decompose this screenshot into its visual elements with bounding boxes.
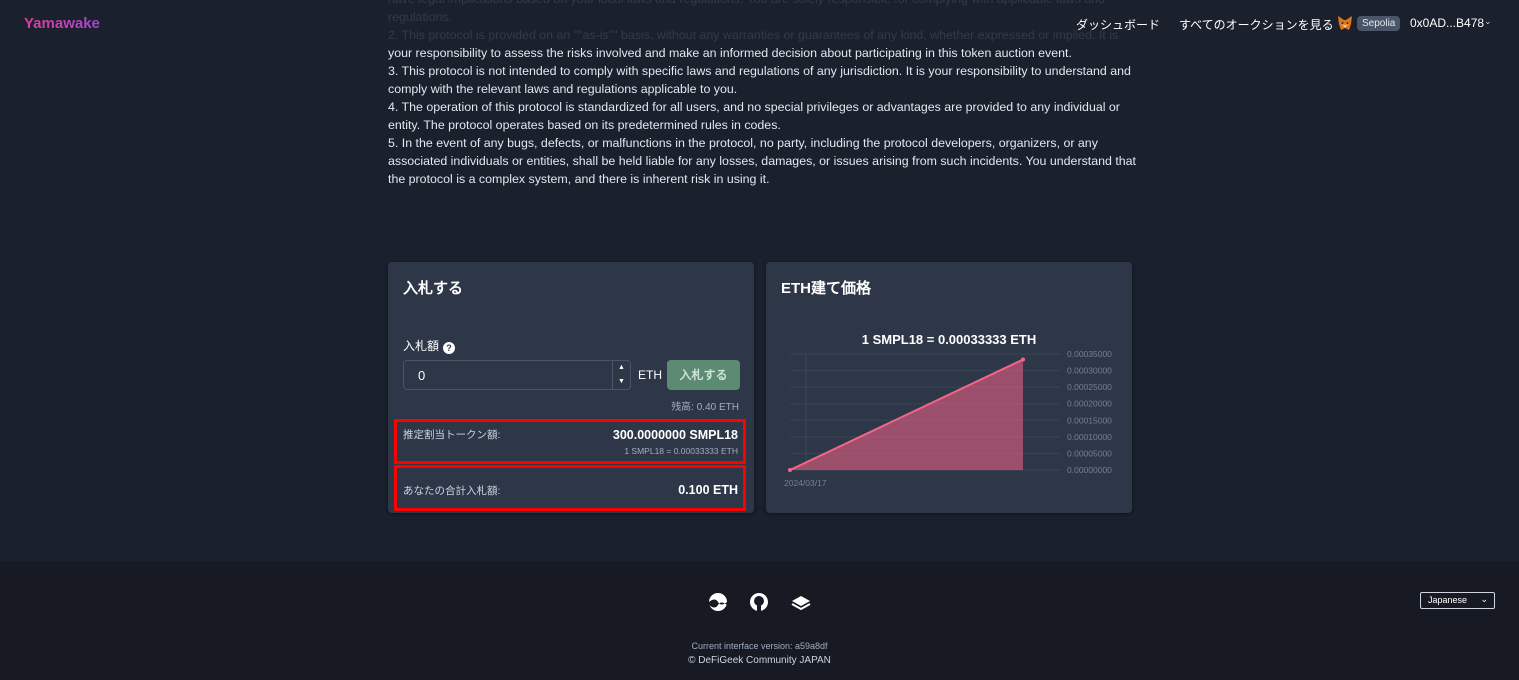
bid-button[interactable]: 入札する — [667, 360, 740, 390]
bid-title: 入札する — [403, 280, 464, 297]
bid-amount-input[interactable]: 0 ▲ ▼ — [403, 360, 631, 390]
language-select[interactable]: Japanese ⌄ — [1420, 592, 1495, 609]
bid-card: 入札する 入札額? 0 ▲ ▼ ETH 入札する 残高: 0.40 ETH 推定割… — [388, 262, 754, 513]
balance: 残高: 0.40 ETH — [671, 402, 739, 413]
chevron-down-icon[interactable]: ⌄ — [1484, 16, 1492, 26]
unit-label: ETH — [638, 368, 662, 382]
total-bid-box: あなたの合計入札額: 0.100 ETH — [394, 465, 746, 511]
gitbook-icon[interactable] — [790, 591, 812, 613]
terms-line: your responsibility to assess the risks … — [388, 46, 1072, 60]
number-stepper[interactable]: ▲ ▼ — [612, 361, 630, 389]
terms-text: have legal implications based on your lo… — [388, 0, 1138, 188]
terms-line: 5. In the event of any bugs, defects, or… — [388, 136, 1098, 150]
y-tick-label: 0.00025000 — [1067, 382, 1112, 392]
network-badge: Sepolia — [1357, 16, 1401, 31]
data-point — [1021, 357, 1025, 362]
help-icon[interactable]: ? — [443, 342, 456, 354]
interface-version: Current interface version: a59a8df — [691, 641, 828, 651]
input-value: 0 — [418, 368, 426, 383]
bid-amount-label: 入札額? — [403, 337, 456, 354]
series-line — [789, 358, 1024, 471]
price-chart: 0.00035000 0.00030000 0.00025000 0.00020000… — [784, 349, 1112, 488]
estimated-allocation-box: 推定割当トークン額: 300.0000000 SMPL18 1 SMPL18 =… — [394, 419, 746, 464]
github-icon[interactable] — [748, 591, 770, 613]
area-fill — [790, 359, 1023, 470]
terms-line: 3. This protocol is not intended to comp… — [388, 64, 1131, 78]
y-tick-label: 0.00005000 — [1067, 448, 1112, 458]
website-icon[interactable] — [707, 591, 729, 613]
est-label: 推定割当トークン額: — [403, 429, 501, 441]
price-card: ETH建て価格 1 SMPL18 = 0.00033333 ETH 0.0003… — [766, 262, 1132, 513]
terms-line: 4. The operation of this protocol is sta… — [388, 100, 1120, 114]
label-text: 入札額 — [403, 339, 440, 353]
metamask-fox-icon — [1338, 16, 1352, 30]
terms-line: comply with the relevant laws and regula… — [388, 82, 738, 96]
terms-line: entity. The protocol operates based on i… — [388, 118, 781, 132]
chevron-down-icon: ⌄ — [1480, 594, 1488, 604]
y-tick-label: 0.00000000 — [1067, 465, 1112, 475]
y-tick-label: 0.00030000 — [1067, 366, 1112, 376]
y-tick-label: 0.00010000 — [1067, 432, 1112, 442]
chart-title: 1 SMPL18 = 0.00033333 ETH — [861, 332, 1037, 347]
decrement-icon[interactable]: ▼ — [618, 378, 625, 385]
language-value: Japanese — [1428, 595, 1468, 605]
y-tick-label: 0.00035000 — [1067, 349, 1112, 359]
terms-line: associated individuals or entities, shal… — [388, 154, 1136, 168]
terms-line: the protocol is a complex system, and th… — [388, 172, 770, 186]
copyright: © DeFiGeek Community JAPAN — [688, 655, 831, 666]
header: Yamawake ダッシュボード すべてのオークションを見る Sepolia 0… — [0, 0, 1519, 48]
y-tick-label: 0.00015000 — [1067, 415, 1112, 425]
y-tick-label: 0.00020000 — [1067, 399, 1112, 409]
logo[interactable]: Yamawake — [24, 15, 100, 32]
est-value: 300.0000000 SMPL18 — [612, 428, 738, 442]
x-tick-label: 2024/03/17 — [784, 478, 827, 488]
wallet-address[interactable]: 0x0AD...B478 — [1410, 16, 1485, 30]
data-point — [788, 468, 792, 472]
est-rate: 1 SMPL18 = 0.00033333 ETH — [624, 446, 738, 456]
footer: Current interface version: a59a8df © DeF… — [0, 561, 1519, 680]
increment-icon[interactable]: ▲ — [618, 364, 625, 371]
total-label: あなたの合計入札額: — [403, 485, 501, 497]
nav-all-auctions[interactable]: すべてのオークションを見る — [1179, 18, 1334, 32]
nav-dashboard[interactable]: ダッシュボード — [1076, 18, 1161, 32]
price-title: ETH建て価格 — [781, 280, 872, 297]
total-value: 0.100 ETH — [678, 483, 738, 497]
